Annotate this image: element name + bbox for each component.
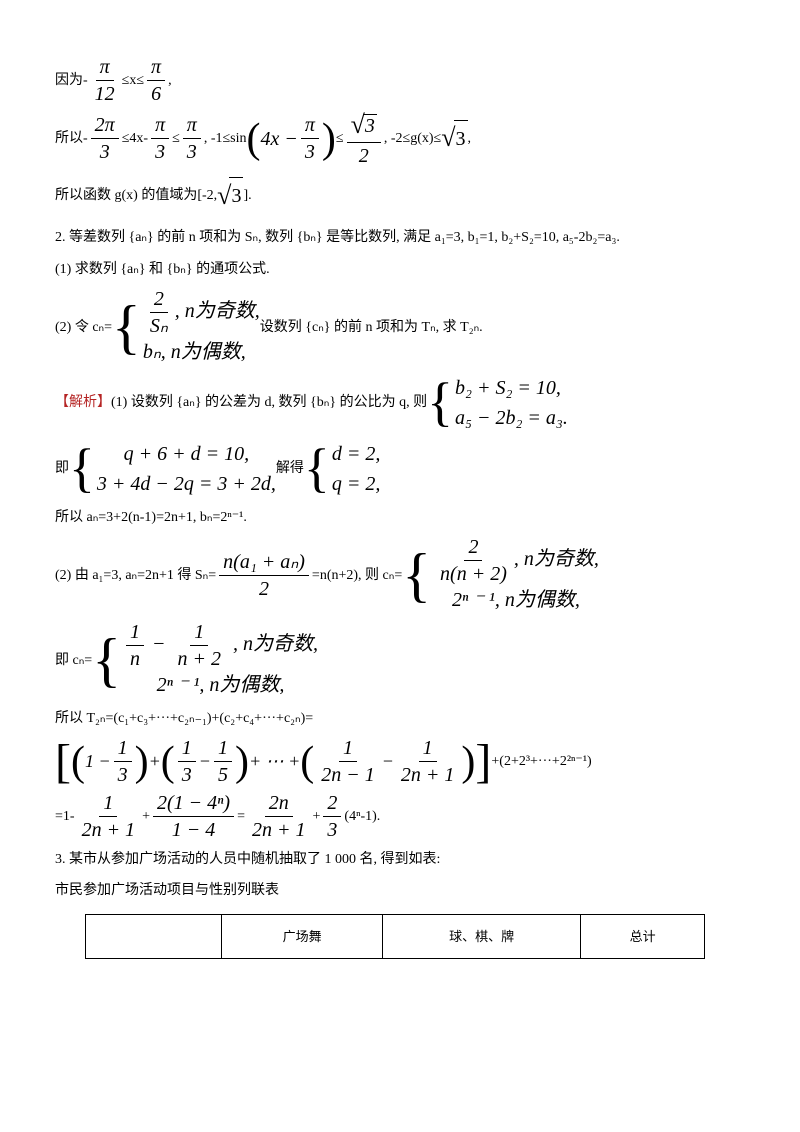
math-line-2: 所以- 2π3 ≤4x- π3 ≤ π3 , -1≤sin ( 4x − π3 … [55, 111, 745, 167]
solution-2-bigsum: [ ( 1 − 13 ) + ( 13 − 15 ) + ⋯ + ( 12n −… [55, 737, 745, 786]
solution-2-result: =1- 12n + 1 + 2(1 − 4ⁿ)1 − 4 = 2n2n + 1 … [55, 792, 745, 841]
problem-3: 3. 某市从参加广场活动的人员中随机抽取了 1 000 名, 得到如表: [55, 847, 745, 872]
math-line-1: 因为- π 12 ≤x≤ π 6 , [55, 56, 745, 105]
solution-1-step: 即 { q + 6 + d = 10, 3 + 4d − 2q = 3 + 2d… [55, 439, 745, 499]
solution-2-step3: 所以 T₂ₙ=(c₁+c₃+···+c₂ₙ₋₁)+(c₂+c₄+···+c₂ₙ)… [55, 706, 745, 731]
solution-2-step2: 即 cₙ= { 1n − 1n + 2 , n为奇数, 2ⁿ ⁻ ¹, n为偶数… [55, 621, 745, 700]
table-header-games: 球、棋、牌 [383, 914, 581, 958]
problem-2-1: (1) 求数列 {aₙ} 和 {bₙ} 的通项公式. [55, 257, 745, 282]
problem-3-sub: 市民参加广场活动项目与性别列联表 [55, 878, 745, 903]
math-line-3: 所以函数 g(x) 的值域为[-2, 3 ]. [55, 173, 745, 220]
solution-1: 【解析】 (1) 设数列 {aₙ} 的公差为 d, 数列 {bₙ} 的公比为 q… [55, 373, 745, 433]
table-row: 广场舞 球、棋、牌 总计 [86, 914, 705, 958]
table-header-blank [86, 914, 222, 958]
text: , [168, 68, 172, 93]
table-header-total: 总计 [581, 914, 705, 958]
text: ≤x≤ [122, 68, 144, 93]
table-header-dance: 广场舞 [222, 914, 383, 958]
contingency-table: 广场舞 球、棋、牌 总计 [85, 914, 705, 959]
frac-pi-12: π 12 [91, 56, 119, 105]
solution-label: 【解析】 [55, 390, 111, 415]
problem-2: 2. 等差数列 {aₙ} 的前 n 项和为 Sₙ, 数列 {bₙ} 是等比数列,… [55, 225, 745, 250]
solution-2-step1: (2) 由 a₁=3, aₙ=2n+1 得 Sₙ= n(a₁ + aₙ)2 =n… [55, 536, 745, 615]
frac-pi-6: π 6 [147, 56, 165, 105]
solution-1-result: 所以 aₙ=3+2(n-1)=2n+1, bₙ=2ⁿ⁻¹. [55, 505, 745, 530]
problem-2-2: (2) 令 cₙ= { 2Sₙ, n为奇数, bₙ, n为偶数, 设数列 {cₙ… [55, 288, 745, 367]
text: 因为- [55, 68, 88, 93]
